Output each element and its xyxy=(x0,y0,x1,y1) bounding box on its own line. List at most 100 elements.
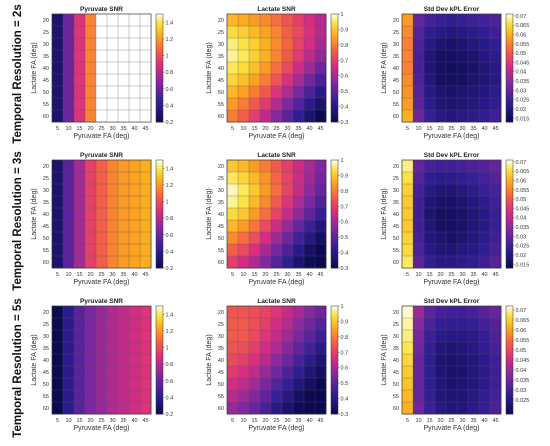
colorbar-tick-label: 1 xyxy=(166,346,169,352)
heatmap-cell xyxy=(434,207,447,221)
heatmap-cell xyxy=(117,219,130,233)
heatmap-cell xyxy=(84,305,97,319)
colorbar-segment xyxy=(506,205,513,209)
heatmap-cell xyxy=(292,255,305,269)
colorbar-segment xyxy=(506,230,513,234)
colorbar-segment xyxy=(156,111,163,115)
heatmap-cell xyxy=(412,341,425,355)
heatmap-cell xyxy=(237,73,250,87)
heatmap-cell xyxy=(270,85,283,99)
colorbar-segment xyxy=(156,81,163,85)
heatmap-cell xyxy=(117,61,130,75)
heatmap-cell xyxy=(401,85,414,99)
colorbar-tick-label: 0.05 xyxy=(516,197,527,203)
heatmap-cell xyxy=(281,305,294,319)
heatmap-cell xyxy=(292,85,305,99)
colorbar-segment xyxy=(156,197,163,201)
heatmap-cell xyxy=(84,195,97,209)
colorbar-segment xyxy=(156,116,163,120)
colorbar-segment xyxy=(156,105,163,109)
heatmap-cell xyxy=(95,341,108,355)
heatmap-cell xyxy=(84,401,97,415)
colorbar-segment xyxy=(506,108,513,112)
heatmap-cell xyxy=(412,317,425,331)
heatmap-cell xyxy=(281,61,294,75)
heatmap-cell xyxy=(281,97,294,111)
x-tick-label: 25 xyxy=(273,126,279,132)
heatmap-cell xyxy=(226,365,239,379)
colorbar-segment xyxy=(331,335,338,339)
heatmap-cell xyxy=(106,401,119,415)
plot-frame xyxy=(226,13,327,123)
colorbar-segment xyxy=(331,306,338,310)
heatmap-cell xyxy=(84,341,97,355)
colorbar-segment xyxy=(156,27,163,31)
colorbar-segment xyxy=(331,30,338,34)
heatmap-cell xyxy=(303,305,316,319)
heatmap-cell xyxy=(259,195,272,209)
heatmap-cell xyxy=(62,341,75,355)
x-tick-label: 35 xyxy=(295,126,301,132)
heatmap-cell xyxy=(259,389,272,403)
heatmap-cell xyxy=(226,401,239,415)
heatmap-cell xyxy=(270,49,283,63)
x-tick-label: 10 xyxy=(415,272,421,278)
heatmap-cell xyxy=(489,353,502,367)
colorbar-segment xyxy=(506,97,513,101)
colorbar-segment xyxy=(331,241,338,245)
heatmap-cell xyxy=(84,317,97,331)
heatmap-cell xyxy=(467,377,480,391)
y-tick-label: 30 xyxy=(393,42,399,48)
colorbar-segment xyxy=(331,216,338,220)
colorbar-segment xyxy=(506,165,513,169)
colorbar-segment xyxy=(156,41,163,45)
heatmap-cell xyxy=(73,365,86,379)
colorbar-segment xyxy=(506,41,513,45)
heatmap-cell xyxy=(62,171,75,185)
colorbar-segment xyxy=(331,208,338,212)
heatmap-cell xyxy=(237,305,250,319)
heatmap-cell xyxy=(106,97,119,111)
colorbar-tick-label: 0.7 xyxy=(341,204,349,210)
heatmap-cell xyxy=(73,231,86,245)
colorbar-segment xyxy=(156,173,163,177)
colorbar-segment xyxy=(156,211,163,215)
heatmap-cell xyxy=(467,37,480,51)
heatmap-cell xyxy=(139,61,152,75)
heatmap-cell xyxy=(73,195,86,209)
heatmap-cell xyxy=(456,401,469,415)
colorbar-segment xyxy=(506,219,513,223)
colorbar-segment xyxy=(506,333,513,337)
colorbar-segment xyxy=(331,195,338,199)
heatmap-cell xyxy=(281,219,294,233)
colorbar-segment xyxy=(156,84,163,88)
heatmap-cell xyxy=(106,171,119,185)
heatmap-cell xyxy=(303,317,316,331)
x-tick-label: 15 xyxy=(76,126,82,132)
heatmap-cell xyxy=(303,109,316,123)
colorbar-segment xyxy=(331,251,338,255)
heatmap-cell xyxy=(62,219,75,233)
heatmap-cell xyxy=(95,97,108,111)
heatmap-cell xyxy=(270,377,283,391)
colorbar-segment xyxy=(156,306,163,310)
colorbar-segment xyxy=(331,349,338,353)
heatmap-cell xyxy=(226,341,239,355)
colorbar-segment xyxy=(156,54,163,58)
y-tick-label: 40 xyxy=(218,358,224,364)
heatmap-cell xyxy=(489,365,502,379)
heatmap-cell xyxy=(237,377,250,391)
heatmap-cell xyxy=(467,109,480,123)
heatmap-cell xyxy=(51,159,64,173)
heatmap-cell xyxy=(95,207,108,221)
heatmap-cell xyxy=(314,97,327,111)
heatmap-cell xyxy=(51,219,64,233)
heatmap-cell xyxy=(128,61,141,75)
colorbar-tick-label: 1 xyxy=(166,54,169,60)
heatmap-cell xyxy=(95,109,108,123)
heatmap-cell xyxy=(467,195,480,209)
heatmap-cell xyxy=(292,73,305,87)
colorbar-segment xyxy=(506,89,513,93)
heatmap-cell xyxy=(478,49,491,63)
colorbar-segment xyxy=(331,327,338,331)
